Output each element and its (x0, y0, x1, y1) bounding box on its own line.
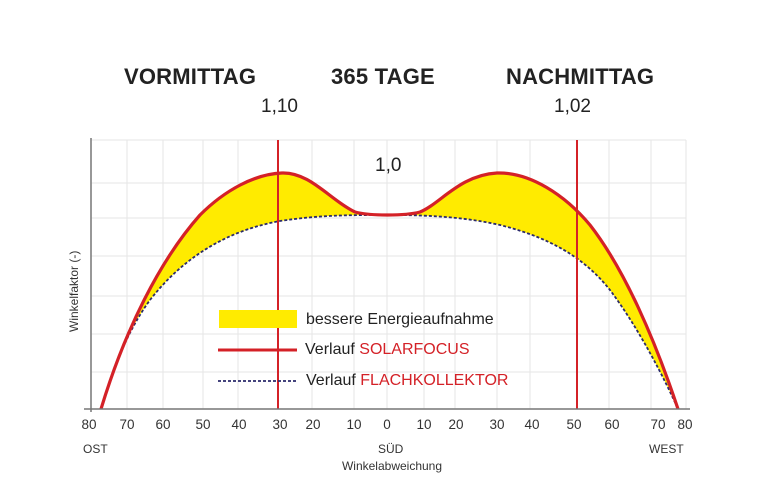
x-tick: 30 (489, 417, 505, 432)
header-365-tage: 365 TAGE (331, 64, 435, 89)
x-tick: 60 (155, 417, 171, 432)
legend-flat-name: FLACHKOLLEKTOR (360, 372, 509, 389)
x-tick: 20 (305, 417, 321, 432)
header-vormittag: VORMITTAG (124, 64, 257, 89)
legend-flachkollektor-label: Verlauf FLACHKOLLEKTOR (306, 372, 508, 390)
better-energy-area (101, 172, 678, 409)
x-tick: 20 (448, 417, 464, 432)
direction-ost: OST (83, 442, 108, 456)
y-axis-label: Winkelfaktor (-) (67, 250, 81, 332)
legend-solar-prefix: Verlauf (305, 341, 360, 358)
x-tick: 70 (119, 417, 135, 432)
x-tick: 30 (272, 417, 288, 432)
x-tick: 80 (81, 417, 97, 432)
legend-solar-name: SOLARFOCUS (359, 341, 470, 358)
value-right: 1,02 (554, 96, 591, 117)
x-axis-label: Winkelabweichung (341, 459, 443, 473)
legend-swatch-fill (219, 310, 297, 328)
x-tick: 40 (231, 417, 247, 432)
direction-west: WEST (649, 442, 684, 456)
x-tick: 10 (346, 417, 362, 432)
value-center: 1,0 (375, 155, 402, 176)
x-tick: 50 (566, 417, 582, 432)
direction-sued: SÜD (378, 442, 404, 456)
header-nachmittag: NACHMITTAG (506, 64, 655, 89)
legend-fill-label: bessere Energieaufnahme (306, 311, 494, 328)
x-tick: 80 (677, 417, 693, 432)
x-tick: 70 (650, 417, 666, 432)
flachkollektor-line (100, 214, 679, 410)
legend-flat-prefix: Verlauf (306, 372, 361, 389)
legend-solarfocus-label: Verlauf SOLARFOCUS (305, 341, 470, 359)
x-tick: 10 (416, 417, 432, 432)
x-tick: 40 (524, 417, 540, 432)
x-tick: 50 (195, 417, 211, 432)
x-tick: 0 (383, 417, 391, 432)
value-left: 1,10 (261, 96, 298, 117)
solarfocus-line (99, 171, 680, 410)
x-tick: 60 (604, 417, 620, 432)
